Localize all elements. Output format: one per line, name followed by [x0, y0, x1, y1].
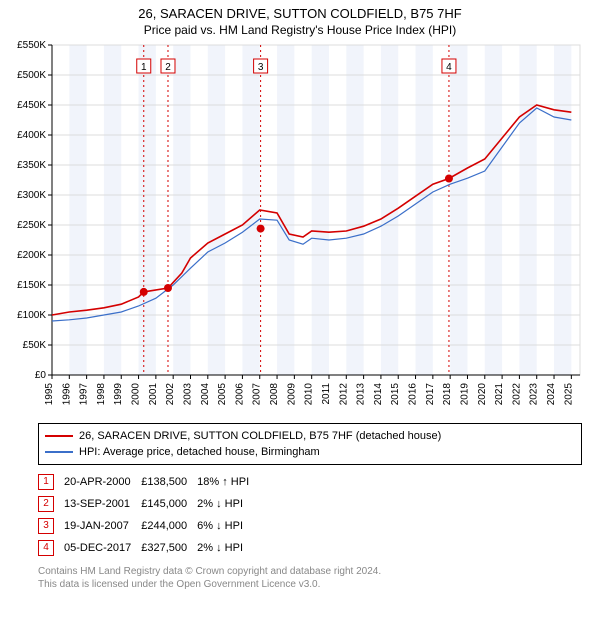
- svg-text:1999: 1999: [113, 383, 124, 406]
- legend: 26, SARACEN DRIVE, SUTTON COLDFIELD, B75…: [38, 423, 582, 465]
- legend-label-price: 26, SARACEN DRIVE, SUTTON COLDFIELD, B75…: [79, 430, 441, 442]
- legend-item-hpi: HPI: Average price, detached house, Birm…: [45, 444, 575, 460]
- footer-line-2: This data is licensed under the Open Gov…: [38, 578, 582, 591]
- svg-text:1: 1: [141, 62, 147, 73]
- svg-text:£350K: £350K: [17, 160, 46, 171]
- svg-text:2020: 2020: [477, 383, 488, 406]
- event-row: 1 20-APR-2000£138,50018% ↑ HPI: [38, 471, 259, 493]
- svg-text:2009: 2009: [286, 383, 297, 406]
- event-delta: 18% ↑ HPI: [197, 471, 259, 493]
- svg-text:2005: 2005: [217, 383, 228, 406]
- svg-text:2018: 2018: [442, 383, 453, 406]
- event-date: 20-APR-2000: [64, 471, 141, 493]
- event-delta: 2% ↓ HPI: [197, 537, 259, 559]
- svg-text:1995: 1995: [44, 383, 55, 406]
- event-marker: 3: [38, 518, 54, 534]
- svg-text:£0: £0: [35, 370, 47, 381]
- event-marker: 1: [38, 474, 54, 490]
- svg-text:2006: 2006: [234, 383, 245, 406]
- svg-text:2010: 2010: [304, 383, 315, 406]
- svg-text:£200K: £200K: [17, 250, 46, 261]
- svg-text:£300K: £300K: [17, 190, 46, 201]
- svg-text:2023: 2023: [529, 383, 540, 406]
- event-date: 13-SEP-2001: [64, 493, 141, 515]
- svg-text:£100K: £100K: [17, 310, 46, 321]
- svg-text:2015: 2015: [390, 383, 401, 406]
- svg-text:1997: 1997: [79, 383, 90, 406]
- svg-text:1996: 1996: [61, 383, 72, 406]
- event-marker: 4: [38, 540, 54, 556]
- footer: Contains HM Land Registry data © Crown c…: [38, 565, 582, 591]
- svg-text:2004: 2004: [200, 383, 211, 406]
- legend-item-price: 26, SARACEN DRIVE, SUTTON COLDFIELD, B75…: [45, 428, 575, 444]
- event-date: 05-DEC-2017: [64, 537, 141, 559]
- title-line-2: Price paid vs. HM Land Registry's House …: [0, 23, 600, 37]
- svg-text:£400K: £400K: [17, 130, 46, 141]
- svg-text:2007: 2007: [252, 383, 263, 406]
- event-row: 4 05-DEC-2017£327,5002% ↓ HPI: [38, 537, 259, 559]
- svg-text:2012: 2012: [338, 383, 349, 406]
- svg-text:2008: 2008: [269, 383, 280, 406]
- event-marker: 2: [38, 496, 54, 512]
- svg-text:2022: 2022: [511, 383, 522, 406]
- svg-text:2021: 2021: [494, 383, 505, 406]
- footer-line-1: Contains HM Land Registry data © Crown c…: [38, 565, 582, 578]
- event-price: £138,500: [141, 471, 197, 493]
- svg-text:2000: 2000: [131, 383, 142, 406]
- svg-text:2003: 2003: [182, 383, 193, 406]
- event-row: 2 13-SEP-2001£145,0002% ↓ HPI: [38, 493, 259, 515]
- svg-text:£500K: £500K: [17, 70, 46, 81]
- title-line-1: 26, SARACEN DRIVE, SUTTON COLDFIELD, B75…: [0, 6, 600, 21]
- svg-text:1998: 1998: [96, 383, 107, 406]
- svg-text:£250K: £250K: [17, 220, 46, 231]
- event-date: 19-JAN-2007: [64, 515, 141, 537]
- svg-text:2014: 2014: [373, 383, 384, 406]
- svg-text:2025: 2025: [563, 383, 574, 406]
- titles: 26, SARACEN DRIVE, SUTTON COLDFIELD, B75…: [0, 0, 600, 37]
- svg-text:£550K: £550K: [17, 41, 46, 51]
- legend-label-hpi: HPI: Average price, detached house, Birm…: [79, 446, 320, 458]
- svg-text:3: 3: [258, 62, 264, 73]
- svg-text:2013: 2013: [356, 383, 367, 406]
- event-delta: 2% ↓ HPI: [197, 493, 259, 515]
- event-row: 3 19-JAN-2007£244,0006% ↓ HPI: [38, 515, 259, 537]
- svg-text:£150K: £150K: [17, 280, 46, 291]
- event-price: £327,500: [141, 537, 197, 559]
- svg-text:2016: 2016: [408, 383, 419, 406]
- chart-svg: £0 £50K £100K £150K £200K £250K £300K £350K £400…: [0, 41, 600, 415]
- svg-text:4: 4: [446, 62, 452, 73]
- event-delta: 6% ↓ HPI: [197, 515, 259, 537]
- chart: £0 £50K £100K £150K £200K £250K £300K £350K £400…: [0, 41, 600, 415]
- event-price: £244,000: [141, 515, 197, 537]
- svg-text:2: 2: [165, 62, 171, 73]
- event-table: 1 20-APR-2000£138,50018% ↑ HPI 2 13-SEP-200…: [38, 471, 582, 559]
- legend-swatch-hpi: [45, 451, 73, 453]
- svg-text:2017: 2017: [425, 383, 436, 406]
- svg-text:2024: 2024: [546, 383, 557, 406]
- page: 26, SARACEN DRIVE, SUTTON COLDFIELD, B75…: [0, 0, 600, 591]
- legend-swatch-price: [45, 435, 73, 437]
- svg-text:2001: 2001: [148, 383, 159, 406]
- svg-text:£450K: £450K: [17, 100, 46, 111]
- svg-text:2019: 2019: [459, 383, 470, 406]
- svg-text:2002: 2002: [165, 383, 176, 406]
- event-price: £145,000: [141, 493, 197, 515]
- svg-text:£50K: £50K: [23, 340, 47, 351]
- svg-text:2011: 2011: [321, 383, 332, 405]
